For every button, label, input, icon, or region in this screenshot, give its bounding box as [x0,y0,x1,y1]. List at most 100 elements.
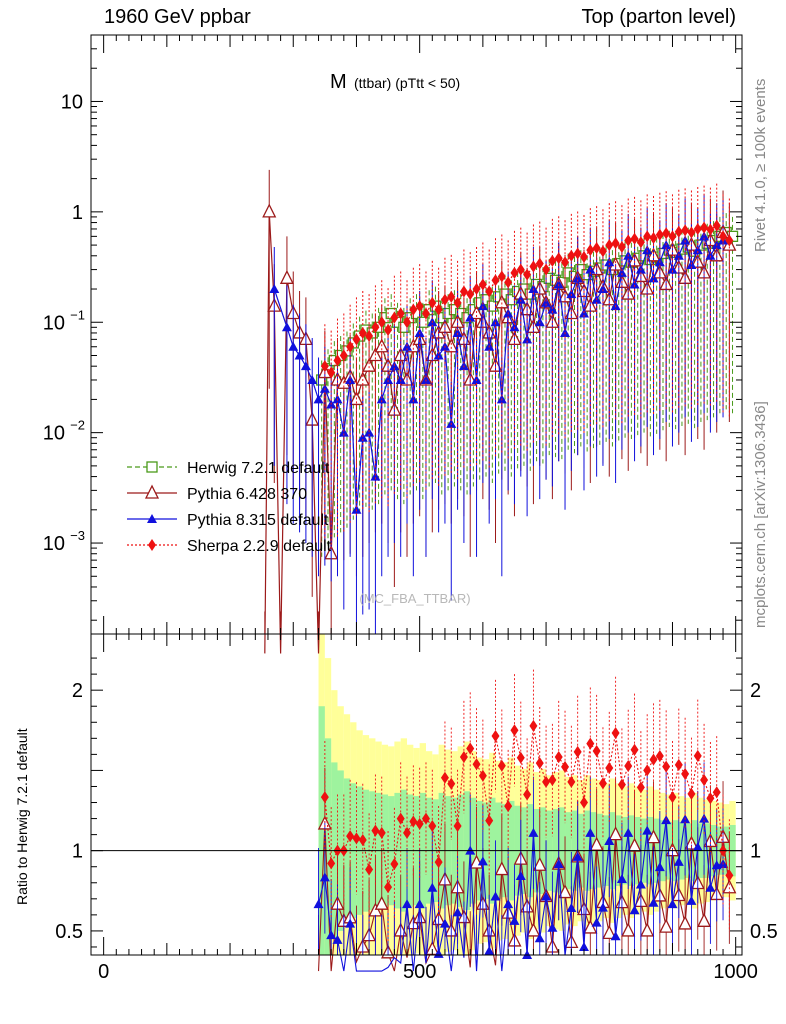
sherpa-point [586,244,595,257]
sherpa-ratio-point [320,791,329,804]
sherpa-ratio-point [415,817,424,830]
ratio-y-tick-label-right: 2 [750,680,761,702]
pythia8-point [616,267,627,277]
pythia8-ratio-point [534,933,545,943]
sherpa-point [523,268,532,281]
y-tick-exponent: −2 [70,418,85,433]
y-tick-label: 1 [72,202,83,224]
sherpa-point [662,227,671,240]
sherpa-ratio-point [459,751,468,764]
pythia8-point [490,317,501,327]
pythia8-point [269,284,280,294]
sherpa-ratio-point [516,751,525,764]
x-tick-label: 500 [403,961,436,983]
sherpa-point [579,251,588,264]
sherpa-point [459,285,468,298]
sherpa-point [655,228,664,241]
pythia8-ratio-point [541,891,552,901]
pythia8-ratio-point [515,871,526,881]
sherpa-ratio-point [624,759,633,772]
pythia8-point [604,257,615,267]
ratio-plot-series [313,669,737,972]
pythia8-ratio-point [332,934,343,944]
pythia6-ratio-point [557,884,573,899]
pythia6-ratio-point [659,918,674,933]
ratio-y-tick-label: 0.5 [55,921,83,943]
sherpa-point [681,224,690,237]
sherpa-ratio-point [693,749,702,762]
sherpa-point [478,278,487,291]
pythia8-point [433,350,444,360]
pythia8-legend-marker [147,514,157,523]
sherpa-point [377,316,386,329]
sherpa-ratio-point [327,857,336,870]
sherpa-point [617,241,626,254]
sherpa-ratio-point [605,761,614,774]
sherpa-ratio-point [358,833,367,846]
pythia8-ratio-point [578,941,589,951]
pythia8-ratio-point [597,902,608,912]
sherpa-point [352,333,361,346]
sherpa-point [706,223,715,236]
pythia8-point [699,231,710,241]
herwig-legend-marker [146,461,158,473]
pythia8-point [515,294,526,304]
green-band-bin [318,706,325,955]
sherpa-ratio-point [535,757,544,770]
pythia6-ratio-point [697,912,712,927]
sherpa-ratio-point [655,750,664,763]
pythia8-point [597,284,608,294]
pythia8-point [408,394,419,404]
sherpa-point [725,234,734,247]
pythia8-point [667,264,678,274]
sherpa-ratio-line [324,725,730,888]
sherpa-point [693,222,702,235]
sherpa-point [384,324,393,337]
pythia6-legend-label: Pythia 6.428 370 [187,486,307,503]
pythia8-point [313,394,324,404]
y-tick-exponent: −1 [70,307,85,322]
pythia8-ratio-point [585,827,596,837]
analysis-watermark: (MC_FBA_TTBAR) [359,591,470,606]
legend: Herwig 7.2.1 default Pythia 6.428 370 Pyth… [127,460,332,555]
pythia8-ratio-point [686,895,697,905]
pythia6-ratio-point [646,829,661,844]
pythia8-point [553,279,564,289]
pythia8-point [300,361,311,371]
sherpa-ratio-point [643,764,652,777]
sherpa-legend-label: Sherpa 2.2.9 default [187,538,332,555]
sherpa-point [712,219,721,232]
pythia8-point [477,301,488,311]
pythia8-ratio-point [705,882,716,892]
sherpa-point [561,256,570,269]
sherpa-ratio-point [542,775,551,788]
pythia8-point [338,427,349,437]
sherpa-ratio-point [365,863,374,876]
sherpa-point [554,252,563,265]
plot-title-sub: (ttbar) (pTtt < 50) [354,75,460,91]
pythia8-ratio-point [503,899,514,909]
sherpa-point [409,303,418,316]
sherpa-point [630,232,639,245]
ratio-plot-frame [90,633,743,956]
pythia8-ratio-point [433,948,444,958]
ratio-y-tick-label: 2 [72,680,83,702]
pythia6-ratio-point [532,856,547,871]
pythia8-point [566,289,577,299]
pythia8-ratio-point [604,835,615,845]
y-tick-label: 10 [43,423,65,445]
pythia8-point [351,504,362,514]
sherpa-point [415,300,424,313]
sherpa-ratio-point [700,774,709,787]
sherpa-ratio-point [346,830,355,843]
pythia8-point [642,245,653,255]
pythia8-ratio-point [610,931,621,941]
sherpa-point [598,245,607,258]
pythia8-legend-label: Pythia 8.315 default [187,512,329,529]
pythia8-point [452,327,463,337]
pythia8-ratio-point [654,862,665,872]
sherpa-point [365,330,374,343]
sherpa-ratio-point [681,767,690,780]
green-band-bin [324,738,332,955]
